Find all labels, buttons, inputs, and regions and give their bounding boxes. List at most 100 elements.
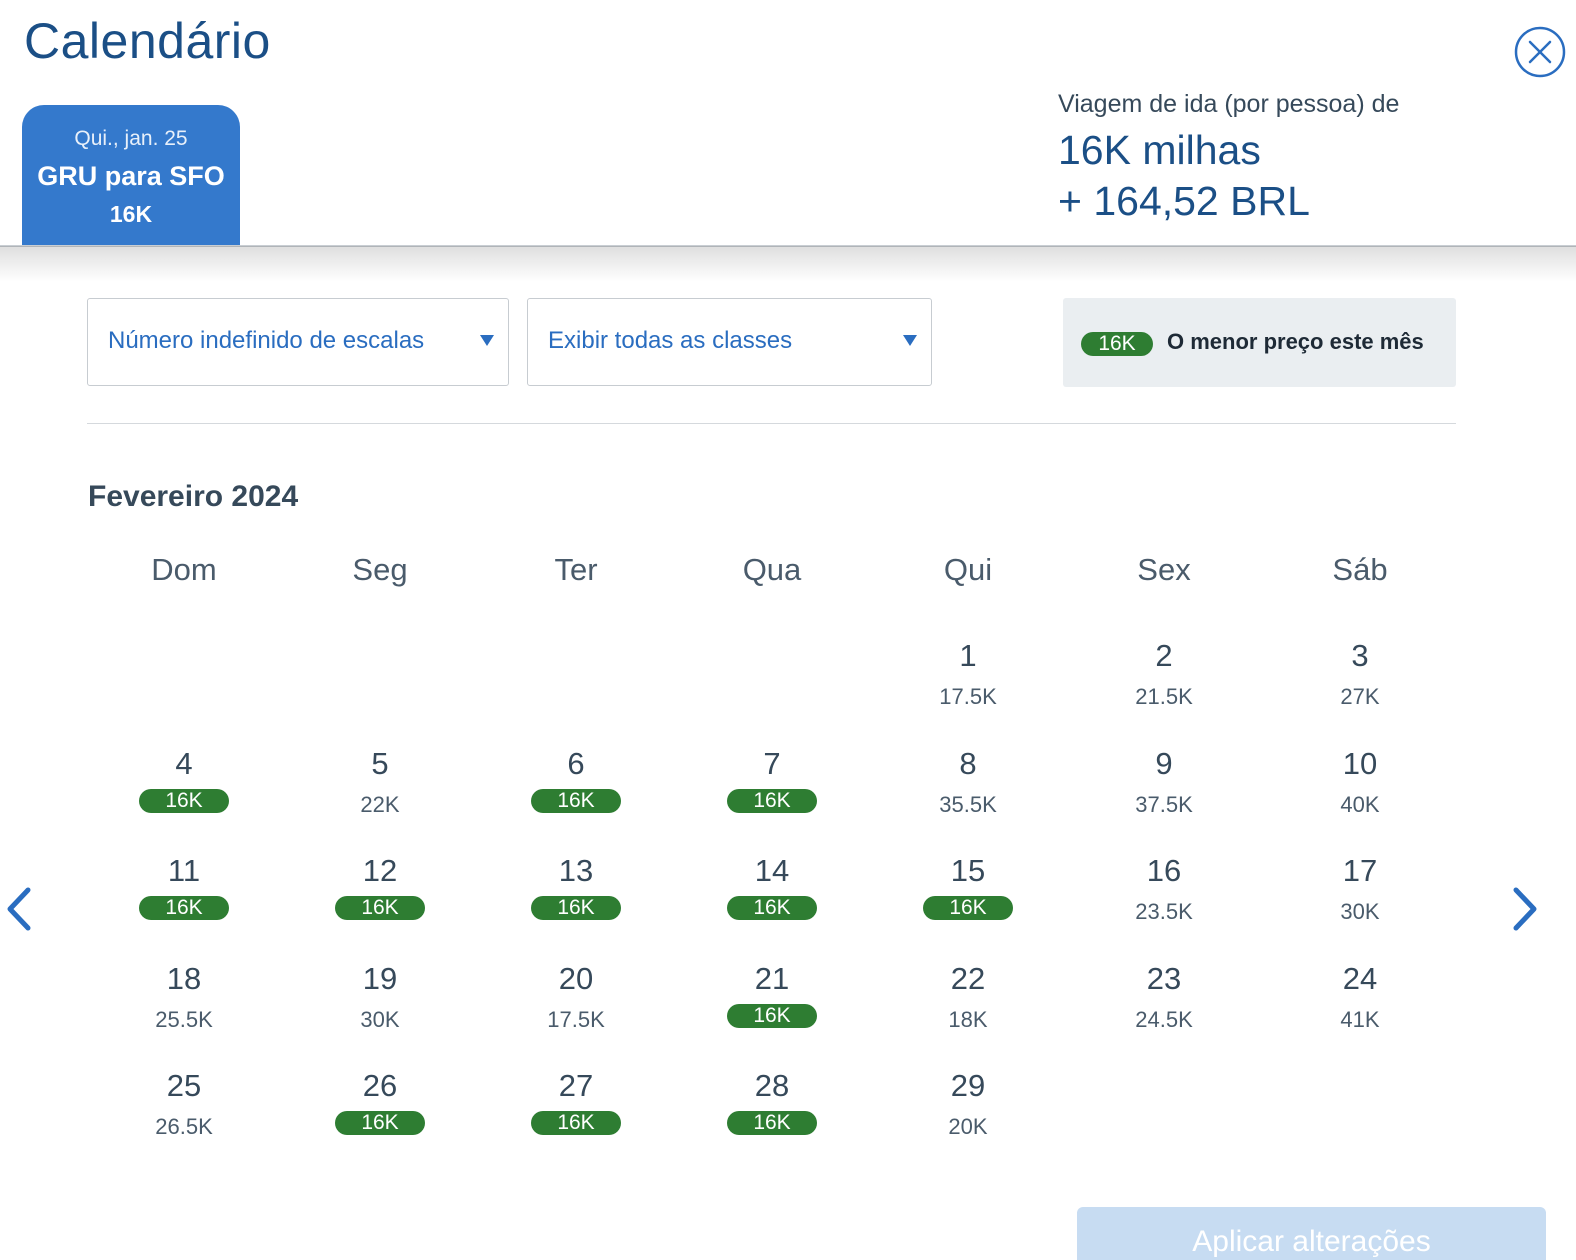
day-number: 25 <box>166 1068 202 1103</box>
calendar-day[interactable]: 17 30K <box>1262 853 1458 953</box>
classes-dropdown-label: Exibir todas as classes <box>548 327 793 354</box>
lowest-price-badge: 16K <box>139 789 229 813</box>
trip-price: 16K <box>109 201 153 227</box>
month-title: Fevereiro 2024 <box>88 480 299 513</box>
day-price: 22K <box>360 792 400 817</box>
day-number: 13 <box>558 853 594 888</box>
day-price: 35.5K <box>939 792 997 817</box>
day-number: 16 <box>1146 853 1182 888</box>
day-price: 23.5K <box>1135 899 1193 924</box>
day-number: 28 <box>754 1068 790 1103</box>
next-month-button[interactable] <box>1506 884 1542 934</box>
day-price: 30K <box>360 1007 400 1032</box>
calendar-day[interactable]: 16 23.5K <box>1066 853 1262 953</box>
calendar-day[interactable]: 25 26.5K <box>86 1068 282 1168</box>
calendar-day[interactable]: 18 25.5K <box>86 961 282 1061</box>
calendar-day[interactable]: 27 16K <box>478 1068 674 1168</box>
header-shadow <box>0 246 1576 282</box>
classes-dropdown[interactable]: Exibir todas as classes <box>527 298 932 386</box>
lowest-price-badge-wrap: 16K <box>674 789 870 813</box>
lowest-price-legend: 16K O menor preço este mês <box>1063 298 1456 387</box>
lowest-price-badge-wrap: 16K <box>478 789 674 813</box>
fare-miles: 16K milhas <box>1058 127 1261 173</box>
prev-month-button[interactable] <box>2 884 38 934</box>
lowest-price-badge: 16K <box>531 789 621 813</box>
day-price: 20K <box>948 1114 988 1139</box>
calendar-day[interactable]: 11 16K <box>86 853 282 953</box>
calendar-day[interactable]: 8 35.5K <box>870 746 1066 846</box>
calendar-day[interactable]: 4 16K <box>86 746 282 846</box>
day-number: 4 <box>175 746 193 781</box>
calendar-day[interactable]: 23 24.5K <box>1066 961 1262 1061</box>
chevron-right-icon <box>1513 887 1537 931</box>
lowest-price-badge-wrap: 16K <box>282 1111 478 1135</box>
lowest-price-badge-wrap: 16K <box>86 896 282 920</box>
day-number: 22 <box>950 961 986 996</box>
calendar-day[interactable]: 10 40K <box>1262 746 1458 846</box>
day-number: 21 <box>754 961 790 996</box>
caret-down-icon <box>903 335 917 346</box>
day-price: 26.5K <box>155 1114 213 1139</box>
calendar-day[interactable]: 14 16K <box>674 853 870 953</box>
calendar-day[interactable]: 7 16K <box>674 746 870 846</box>
lowest-price-badge: 16K <box>923 896 1013 920</box>
day-price: 27K <box>1340 684 1380 709</box>
lowest-price-badge: 16K <box>727 1004 817 1028</box>
calendar-day[interactable]: 24 41K <box>1262 961 1458 1061</box>
day-number: 9 <box>1155 746 1173 781</box>
calendar-day[interactable]: 19 30K <box>282 961 478 1061</box>
lowest-price-badge: 16K <box>727 896 817 920</box>
stops-dropdown[interactable]: Número indefinido de escalas <box>87 298 509 386</box>
lowest-price-badge-wrap: 16K <box>478 896 674 920</box>
calendar-day[interactable]: 9 37.5K <box>1066 746 1262 846</box>
lowest-price-badge-wrap: 16K <box>870 896 1066 920</box>
day-number: 14 <box>754 853 790 888</box>
lowest-price-badge: 16K <box>727 789 817 813</box>
trip-date: Qui., jan. 25 <box>74 127 188 150</box>
calendar-day[interactable]: 20 17.5K <box>478 961 674 1061</box>
page-title: Calendário <box>24 13 271 69</box>
calendar-day[interactable]: 1 17.5K <box>870 638 1066 738</box>
close-button[interactable] <box>1514 26 1566 78</box>
calendar-day[interactable]: 12 16K <box>282 853 478 953</box>
fare-summary: Viagem de ida (por pessoa) de 16K milhas… <box>1058 90 1399 225</box>
weekday-header: Qui <box>943 552 993 587</box>
lowest-price-badge: 16K <box>727 1111 817 1135</box>
day-number: 12 <box>362 853 398 888</box>
weekday-header: Sáb <box>1332 552 1388 587</box>
calendar-day[interactable]: 29 20K <box>870 1068 1066 1168</box>
apply-changes-button[interactable]: Aplicar alterações <box>1077 1207 1546 1260</box>
trip-tab-gru-sfo[interactable]: Qui., jan. 25 GRU para SFO 16K <box>22 105 240 245</box>
calendar-day[interactable]: 5 22K <box>282 746 478 846</box>
day-price: 37.5K <box>1135 792 1193 817</box>
day-price: 25.5K <box>155 1007 213 1032</box>
lowest-price-badge: 16K <box>531 896 621 920</box>
lowest-price-badge-wrap: 16K <box>86 789 282 813</box>
calendar-day[interactable]: 13 16K <box>478 853 674 953</box>
day-number: 1 <box>959 638 977 673</box>
calendar-day[interactable]: 3 27K <box>1262 638 1458 738</box>
day-number: 19 <box>362 961 398 996</box>
calendar-day[interactable]: 28 16K <box>674 1068 870 1168</box>
lowest-price-badge-wrap: 16K <box>674 1004 870 1028</box>
calendar-day[interactable]: 26 16K <box>282 1068 478 1168</box>
day-number: 2 <box>1155 638 1173 673</box>
lowest-price-badge-wrap: 16K <box>478 1111 674 1135</box>
fare-cash: + 164,52 BRL <box>1058 178 1310 224</box>
weekday-header: Ter <box>554 552 598 587</box>
calendar-day[interactable]: 21 16K <box>674 961 870 1061</box>
calendar-day[interactable]: 2 21.5K <box>1066 638 1262 738</box>
day-number: 23 <box>1146 961 1182 996</box>
day-number: 26 <box>362 1068 398 1103</box>
day-number: 8 <box>959 746 977 781</box>
fare-label: Viagem de ida (por pessoa) de <box>1058 90 1400 118</box>
day-price: 41K <box>1340 1007 1380 1032</box>
day-number: 20 <box>558 961 594 996</box>
day-price: 40K <box>1340 792 1380 817</box>
day-number: 17 <box>1342 853 1378 888</box>
calendar-day[interactable]: 15 16K <box>870 853 1066 953</box>
calendar-day[interactable]: 22 18K <box>870 961 1066 1061</box>
lowest-price-badge-wrap: 16K <box>282 896 478 920</box>
day-number: 3 <box>1351 638 1369 673</box>
calendar-day[interactable]: 6 16K <box>478 746 674 846</box>
